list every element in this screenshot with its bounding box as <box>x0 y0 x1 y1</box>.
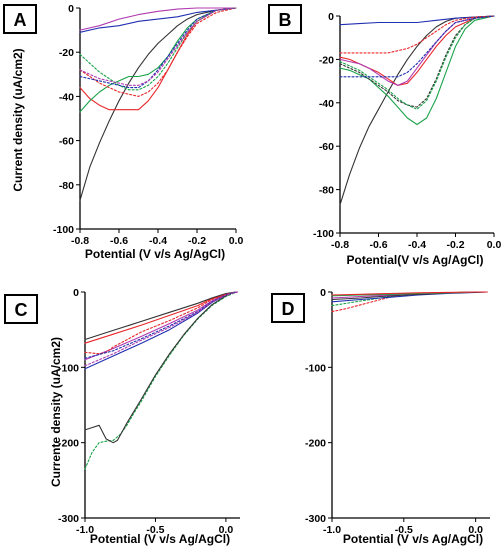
panel-a-series-line-1 <box>79 7 237 201</box>
panel-d-xlabel: Potential (V v/s Ag/AgCl) <box>343 532 483 546</box>
panel-a-y-tick-label: -60 <box>59 136 74 148</box>
panel-b-xlabel: Potential(V v/s Ag/AgCl) <box>347 253 484 267</box>
panel-d-y-tick-label: -300 <box>305 513 326 525</box>
panel-d-x-tick-label: -1.0 <box>323 524 341 536</box>
panel-a-series-line-7 <box>79 7 237 91</box>
panel-a-series-line-4 <box>79 7 237 33</box>
panel-a-xlabel: Potential (V v/s Ag/AgCl) <box>85 247 225 261</box>
panel-d: D Potential (V v/s Ag/AgCl) 0 -100 -200 -30… <box>271 287 490 546</box>
panel-c-label: C <box>15 300 28 320</box>
panel-b-y-tick-label: -100 <box>313 228 334 240</box>
panel-d-y-tick-label: -200 <box>305 438 326 450</box>
panel-b-series-line-9 <box>339 15 495 78</box>
panel-a-x-tick-label: 0.0 <box>229 235 244 247</box>
panel-b-label: B <box>279 10 292 30</box>
panel-a: A Current density (uA/cm2) Potential (V … <box>3 3 243 261</box>
panel-c-x-tick-label: -1.0 <box>76 524 94 536</box>
panel-b-series-line-3 <box>339 15 495 126</box>
panel-b-series-line-6 <box>339 15 495 108</box>
panel-b-y-tick-label: -20 <box>319 54 334 66</box>
panel-d-y-tick-label: 0 <box>320 287 326 299</box>
panel-c-ylabel: Currente density (uA/cm2) <box>49 337 63 487</box>
panel-a-y-tick-label: -40 <box>59 91 74 103</box>
panel-c-plot: 0 -100 -200 -300-1.0 -0.5 0.0 <box>58 287 240 536</box>
panel-d-y-tick-label: -100 <box>305 362 326 374</box>
panel-c-y-tick-label: -300 <box>58 513 79 525</box>
panel-b-series-line-2 <box>339 15 495 26</box>
panel-c-series-line-8 <box>84 291 238 359</box>
panel-c: C Currente density (uA/cm2) Potential (V… <box>4 287 240 546</box>
panel-b-x-tick-label: -0.2 <box>446 239 464 251</box>
panel-a-y-tick-label: -20 <box>59 47 74 59</box>
panel-b-y-tick-label: -40 <box>319 98 334 110</box>
panel-c-label-box <box>4 294 38 324</box>
panel-a-series-line-6 <box>79 7 237 97</box>
panel-d-series-line-1 <box>331 291 488 313</box>
panel-a-y-tick-label: -100 <box>53 224 74 236</box>
panel-a-x-tick-label: -0.2 <box>188 235 206 247</box>
panel-c-y-tick-label: -200 <box>58 438 79 450</box>
panel-c-series-line-6 <box>84 291 238 341</box>
panel-a-x-tick-label: -0.6 <box>110 235 128 247</box>
panel-b-x-tick-label: 0.0 <box>487 239 502 251</box>
panel-a-series-line-2 <box>79 7 237 111</box>
panel-d-x-tick-label: 0.0 <box>468 524 483 536</box>
panel-a-label: A <box>14 10 27 30</box>
panel-a-x-tick-label: -0.4 <box>149 235 167 247</box>
panel-c-series-line-1 <box>84 291 238 470</box>
panel-b-label-box <box>268 4 302 34</box>
panel-b-y-tick-label: -80 <box>319 185 334 197</box>
panel-c-x-tick-label: -0.5 <box>146 524 164 536</box>
panel-b-series-line-7 <box>339 15 495 110</box>
panel-a-y-tick-label: 0 <box>68 3 74 15</box>
panel-c-series-line-9 <box>84 291 238 367</box>
panel-c-y-tick-label: -100 <box>58 362 79 374</box>
panel-a-series-line-9 <box>79 7 237 86</box>
panel-c-series-line-2 <box>84 291 238 444</box>
panel-b-x-tick-label: -0.6 <box>369 239 387 251</box>
panel-d-series-line-7 <box>331 291 488 296</box>
panel-a-series-line-5 <box>79 7 237 31</box>
panel-a-x-tick-label: -0.8 <box>71 235 89 247</box>
panel-a-y-tick-label: -80 <box>59 180 74 192</box>
panel-c-series-line-4 <box>84 291 238 361</box>
panel-d-x-tick-label: -0.5 <box>395 524 413 536</box>
panel-b-x-tick-label: -0.8 <box>331 239 349 251</box>
panel-b-y-tick-label: 0 <box>328 11 334 23</box>
panel-a-label-box <box>3 4 37 34</box>
panel-c-xlabel: Potential (V v/s Ag/AgCl) <box>90 532 230 546</box>
panel-b-plot: 0 -20 -40 -60 -80 -100-0.8 -0.6 -0.4 -0.2 0.0 <box>313 11 501 251</box>
panel-b-series-line-8 <box>339 15 495 54</box>
panel-b-series-line-1 <box>339 15 495 206</box>
panel-b-y-tick-label: -60 <box>319 141 334 153</box>
panel-b-x-tick-label: -0.4 <box>408 239 426 251</box>
panel-a-series-line-3 <box>79 7 237 113</box>
panel-a-plot: 0 -20 -40 -60 -80 -100-0.8 -0.6 -0.4 -0.2 0.0 <box>53 3 243 247</box>
panel-a-series-line-8 <box>79 7 237 89</box>
panel-b: B Potential(V v/s Ag/AgCl) 0 -20 -40 -60 -80… <box>268 4 501 267</box>
panel-c-y-tick-label: 0 <box>73 287 79 299</box>
panel-c-x-tick-label: 0.0 <box>219 524 234 536</box>
panel-d-label: D <box>282 299 295 319</box>
panel-d-plot: 0 -100 -200 -300-1.0 -0.5 0.0 <box>305 287 490 536</box>
panel-d-label-box <box>271 293 305 323</box>
panel-a-ylabel: Current density (uA/cm2) <box>11 48 25 191</box>
